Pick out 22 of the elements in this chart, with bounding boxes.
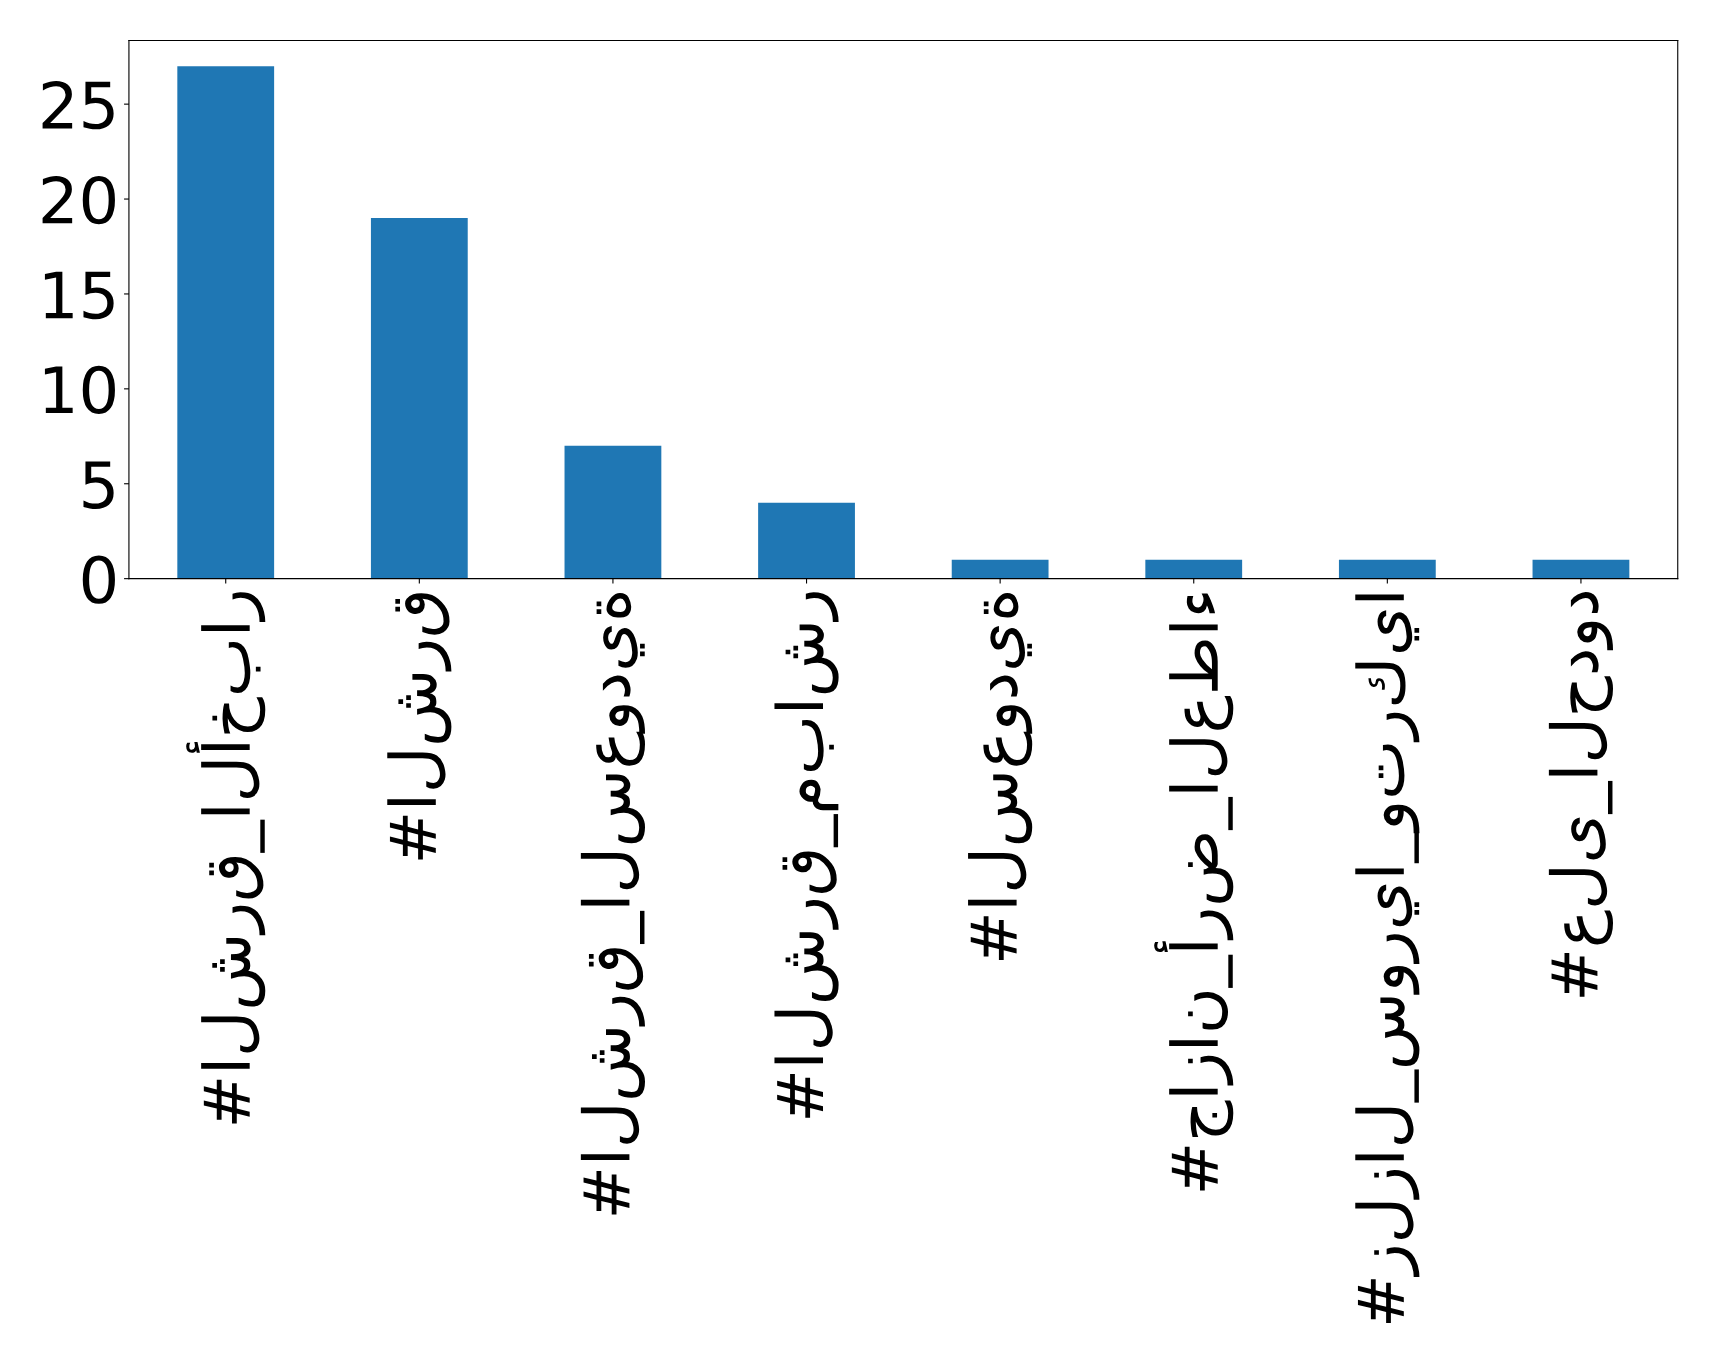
x-tick-label: #جازان_أرض_العطاء <box>1154 593 1234 1191</box>
bar <box>1145 559 1243 579</box>
x-tick-label: #على_الحدود <box>1548 592 1614 997</box>
y-tick-label: 15 <box>44 271 114 320</box>
bar <box>1532 559 1630 579</box>
y-tick-label: 10 <box>44 365 115 415</box>
x-tick-label: #الشرق_مباشر <box>774 592 839 1118</box>
bar <box>177 66 275 579</box>
bar <box>370 218 468 579</box>
y-tick-label: 0 <box>82 555 115 604</box>
bar <box>564 445 662 579</box>
bar <box>758 502 855 579</box>
x-tick-label: #السعودية <box>968 592 1033 961</box>
bar <box>1338 559 1436 579</box>
x-tick-label: #الشرق_السعودية <box>580 592 646 1215</box>
y-tick-label: 20 <box>42 175 115 225</box>
x-tick-label: #الشرق_الأخبار <box>186 592 266 1124</box>
x-tick-label: #الشرق <box>387 593 452 860</box>
y-tick-label: 5 <box>83 461 114 509</box>
bar <box>951 559 1049 579</box>
x-tick-label: #زلزال_سوريا_وتركيا <box>1355 594 1420 1323</box>
y-tick-label: 25 <box>42 81 114 130</box>
